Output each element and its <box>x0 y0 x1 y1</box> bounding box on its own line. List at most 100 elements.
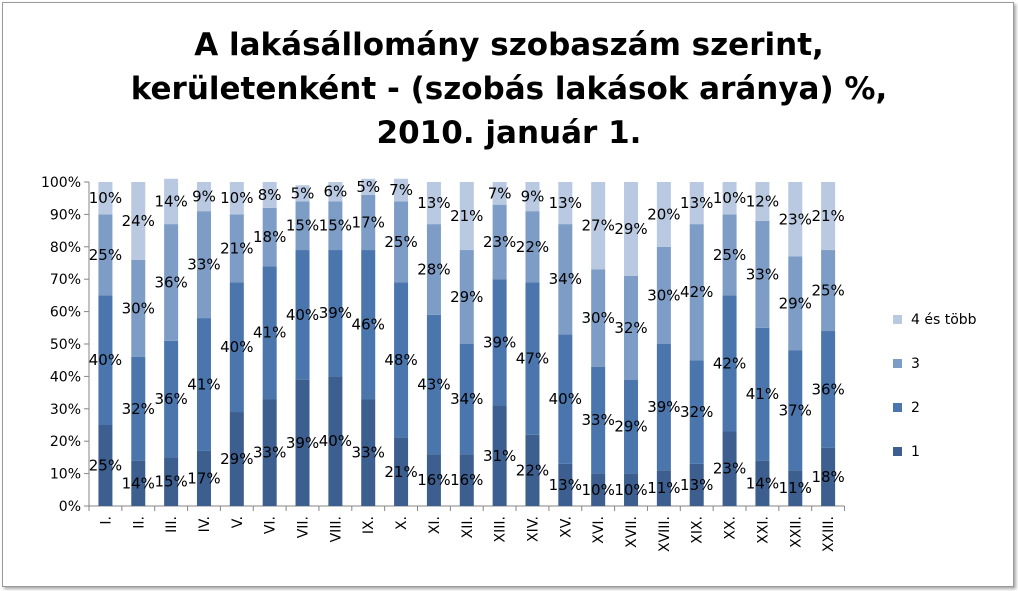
y-tick-label: 10% <box>50 467 81 483</box>
data-label: 32% <box>614 319 647 337</box>
bar-segment <box>131 259 146 357</box>
bar-segment <box>328 376 343 506</box>
data-label: 16% <box>450 471 483 489</box>
data-label: 13% <box>549 194 582 212</box>
data-label: 24% <box>122 212 155 230</box>
data-label: 22% <box>516 461 549 479</box>
bar-segment <box>591 473 606 506</box>
bar-segment <box>229 282 244 413</box>
data-label: 13% <box>680 194 713 212</box>
data-label: 39% <box>286 434 319 452</box>
data-label: 15% <box>319 217 352 235</box>
bar-segment <box>394 178 409 202</box>
data-label: 29% <box>779 295 812 313</box>
data-label: 47% <box>516 350 549 368</box>
chart-title-line-2: kerületenként - (szobás lakások aránya) … <box>130 71 888 107</box>
data-label: 14% <box>122 474 155 492</box>
bar-segment <box>295 185 310 202</box>
bar-segment <box>131 356 146 461</box>
bar-segment <box>164 457 179 506</box>
bar-segment <box>459 182 474 251</box>
data-label: 10% <box>614 481 647 499</box>
x-tick-label: XX. <box>723 516 739 540</box>
bar-segment <box>164 178 179 225</box>
bar-segment <box>459 344 474 455</box>
bar-segment <box>755 220 770 328</box>
bar-segment <box>558 224 573 335</box>
bar-segment <box>624 275 639 380</box>
data-label: 5% <box>291 184 315 202</box>
bar-segment <box>229 182 244 215</box>
data-label: 25% <box>89 457 122 475</box>
y-tick-label: 60% <box>50 305 81 321</box>
data-label: 40% <box>549 390 582 408</box>
bar-segment <box>591 269 606 367</box>
x-tick-label: XIII. <box>493 516 509 542</box>
x-tick-label: XV. <box>558 516 574 538</box>
x-tick-label: XXIII. <box>821 516 837 552</box>
data-label: 7% <box>389 181 413 199</box>
x-tick-label: III. <box>164 516 180 533</box>
data-label: 34% <box>450 390 483 408</box>
bar-segment <box>164 340 179 458</box>
y-tick-label: 50% <box>50 337 81 353</box>
bar-segment <box>558 334 573 464</box>
bar-segment <box>131 460 146 506</box>
x-tick-label: VI. <box>263 516 279 534</box>
data-label: 29% <box>614 220 647 238</box>
x-tick-label: V. <box>230 516 246 528</box>
bar-segment <box>361 399 376 506</box>
bar-segment <box>788 256 803 351</box>
bar-segment <box>459 250 474 344</box>
bar-segment <box>591 182 606 270</box>
x-tick-label: XIX. <box>690 516 706 544</box>
bar-segment <box>328 182 343 202</box>
data-label: 6% <box>323 183 347 201</box>
data-label: 8% <box>258 186 282 204</box>
bar-segment <box>164 224 179 341</box>
data-label: 23% <box>713 460 746 478</box>
bar-segment <box>689 224 704 361</box>
data-label: 36% <box>154 273 187 291</box>
x-tick-label: XVIII. <box>657 516 673 552</box>
bar-segment <box>525 182 540 212</box>
bar-segment <box>328 201 343 251</box>
bar-segment <box>558 463 573 506</box>
bar-segment <box>426 224 441 315</box>
bar-segment <box>722 295 737 432</box>
chart-title-line-3: 2010. január 1. <box>376 115 642 151</box>
bar-segment <box>722 214 737 296</box>
bar-segment <box>656 344 671 471</box>
bar-segment <box>788 182 803 257</box>
bar-segment <box>689 463 704 506</box>
bar-segment <box>426 182 441 225</box>
y-tick-label: 90% <box>50 207 81 223</box>
bar-segment <box>361 178 376 195</box>
x-tick-label: XIV. <box>525 516 541 542</box>
bar-segment <box>361 194 376 251</box>
data-label: 13% <box>680 476 713 494</box>
data-label: 29% <box>450 288 483 306</box>
bar-segment <box>821 182 836 251</box>
data-label: 14% <box>746 474 779 492</box>
bar-segment <box>394 282 409 438</box>
legend-label: 2 <box>911 400 920 416</box>
bar-segment <box>624 182 639 276</box>
bar-segment <box>492 279 507 406</box>
data-label: 40% <box>89 351 122 369</box>
y-tick-label: 100% <box>41 175 81 191</box>
data-label: 29% <box>614 418 647 436</box>
bar-segment <box>262 182 277 208</box>
x-tick-label: XVI. <box>591 516 607 544</box>
bar-segment <box>98 214 113 296</box>
data-label: 41% <box>187 376 220 394</box>
data-label: 11% <box>647 479 680 497</box>
data-label: 41% <box>746 385 779 403</box>
data-label: 17% <box>187 469 220 487</box>
data-label: 25% <box>89 246 122 264</box>
bar-segment <box>394 201 409 283</box>
bar-segment <box>624 379 639 474</box>
chart-title-line-1: A lakásállomány szobaszám szerint, <box>194 27 824 63</box>
data-label: 43% <box>417 376 450 394</box>
bar-segment <box>295 250 310 380</box>
